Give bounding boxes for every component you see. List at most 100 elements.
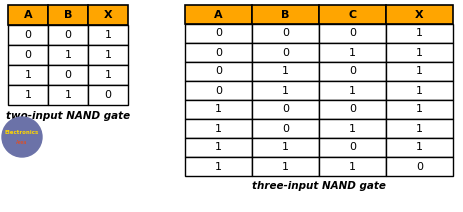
Text: 1: 1 [64,50,71,60]
Text: 0: 0 [214,28,221,39]
Text: 0: 0 [64,30,71,40]
Bar [319,119,385,138]
Text: 0: 0 [104,90,111,100]
Bar [88,25,128,45]
Bar [251,100,319,119]
Text: 0: 0 [282,105,288,114]
Bar [8,45,48,65]
Text: 0: 0 [348,105,355,114]
Text: 1: 1 [348,162,355,172]
Bar [48,25,88,45]
Text: 0: 0 [64,70,71,80]
Bar [251,5,319,24]
Bar [385,100,452,119]
Bar [385,157,452,176]
Text: 1: 1 [64,90,71,100]
Bar [251,43,319,62]
Text: 0: 0 [214,47,221,57]
Bar [88,65,128,85]
Text: 0: 0 [348,67,355,77]
Text: A: A [24,10,32,20]
Bar [251,24,319,43]
Text: 0: 0 [25,30,31,40]
Text: three-input NAND gate: three-input NAND gate [251,181,385,191]
Bar [251,157,319,176]
Text: 1: 1 [214,105,221,114]
Text: 1: 1 [415,67,422,77]
Text: 1: 1 [348,47,355,57]
Bar [385,43,452,62]
Bar [319,81,385,100]
Bar [48,85,88,105]
Text: C: C [348,10,356,20]
Text: B: B [281,10,289,20]
Text: 1: 1 [25,70,31,80]
Text: 1: 1 [415,124,422,134]
Bar [185,119,251,138]
Bar [385,81,452,100]
Bar [185,24,251,43]
Bar [185,157,251,176]
Text: 1: 1 [415,142,422,152]
Text: 1: 1 [415,28,422,39]
Bar [319,5,385,24]
Text: 1: 1 [104,30,111,40]
Text: 1: 1 [415,105,422,114]
Bar [8,25,48,45]
Text: 0: 0 [282,124,288,134]
Bar [251,138,319,157]
Bar [48,5,88,25]
Bar [319,62,385,81]
Text: 1: 1 [282,67,288,77]
Bar [185,62,251,81]
Text: Electronics: Electronics [5,131,39,135]
Bar [185,100,251,119]
Bar [319,157,385,176]
Bar [385,24,452,43]
Text: 1: 1 [282,142,288,152]
Bar [185,138,251,157]
Bar [88,85,128,105]
Text: 1: 1 [25,90,31,100]
Bar [385,5,452,24]
Bar [48,65,88,85]
Bar [319,24,385,43]
Text: 1: 1 [415,47,422,57]
Text: 0: 0 [214,67,221,77]
Text: 1: 1 [282,162,288,172]
Bar [251,119,319,138]
Circle shape [2,117,42,157]
Bar [88,45,128,65]
Text: 0: 0 [348,142,355,152]
Bar [385,138,452,157]
Text: 1: 1 [282,85,288,95]
Text: A: A [214,10,222,20]
Bar [251,62,319,81]
Text: 0: 0 [282,28,288,39]
Bar [319,100,385,119]
Bar [385,119,452,138]
Bar [185,5,251,24]
Bar [251,81,319,100]
Text: 0: 0 [348,28,355,39]
Bar [8,65,48,85]
Bar [8,85,48,105]
Text: Area: Area [16,139,28,145]
Text: two-input NAND gate: two-input NAND gate [6,111,130,121]
Text: 1: 1 [348,85,355,95]
Text: B: B [64,10,72,20]
Text: 1: 1 [214,162,221,172]
Text: 1: 1 [415,85,422,95]
Text: 0: 0 [214,85,221,95]
Text: 0: 0 [25,50,31,60]
Text: 1: 1 [214,124,221,134]
Text: X: X [103,10,112,20]
Bar [48,45,88,65]
Text: 1: 1 [214,142,221,152]
Bar [185,43,251,62]
Bar [319,43,385,62]
Bar [88,5,128,25]
Text: 1: 1 [104,70,111,80]
Bar [185,81,251,100]
Text: 1: 1 [348,124,355,134]
